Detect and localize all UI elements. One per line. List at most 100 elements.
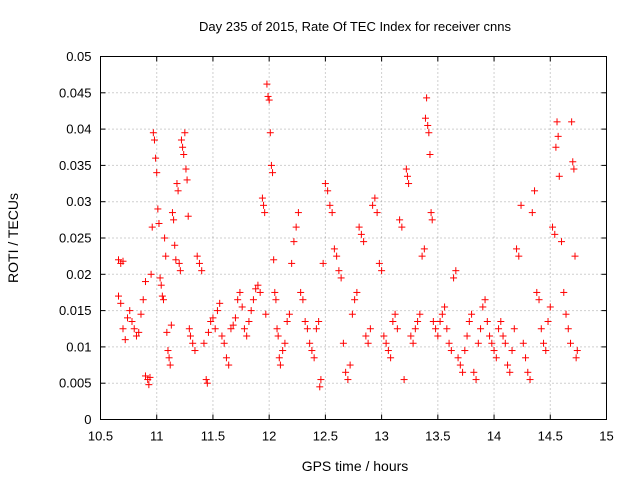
data-point — [421, 114, 429, 122]
data-point — [166, 361, 174, 369]
data-point — [371, 194, 379, 202]
data-point — [434, 332, 442, 340]
data-point — [161, 234, 169, 242]
data-point — [474, 339, 482, 347]
data-point — [128, 317, 136, 325]
data-point — [535, 296, 543, 304]
data-points — [114, 80, 581, 391]
data-point — [346, 361, 354, 369]
data-point — [396, 216, 404, 224]
x-tick-label: 13.5 — [425, 429, 450, 444]
y-tick-label: 0.04 — [66, 122, 91, 137]
x-tick-label: 11.5 — [201, 429, 225, 444]
data-point — [283, 317, 291, 325]
data-point — [185, 325, 193, 333]
data-point — [355, 223, 363, 231]
data-point — [211, 325, 219, 333]
data-point — [324, 187, 332, 195]
data-point — [562, 310, 570, 318]
data-point — [461, 347, 469, 355]
data-point — [321, 180, 329, 188]
data-point — [146, 373, 154, 381]
y-tick-label: 0.01 — [66, 339, 91, 354]
data-point — [189, 339, 197, 347]
data-point — [552, 143, 560, 151]
data-point — [553, 118, 561, 126]
data-point — [288, 259, 296, 267]
data-point — [540, 339, 548, 347]
data-point — [265, 96, 273, 104]
data-point — [227, 325, 235, 333]
data-point — [531, 187, 539, 195]
data-point — [375, 259, 383, 267]
y-tick-label: 0.02 — [66, 267, 91, 282]
data-point — [357, 230, 365, 238]
data-point — [297, 288, 305, 296]
data-point — [254, 281, 262, 289]
data-point — [294, 209, 302, 217]
data-point — [342, 368, 350, 376]
data-point — [483, 317, 491, 325]
data-point — [344, 376, 352, 384]
data-point — [533, 288, 541, 296]
data-point — [454, 354, 462, 362]
data-point — [380, 332, 388, 340]
data-point — [384, 347, 392, 355]
data-point — [445, 339, 453, 347]
data-point — [389, 317, 397, 325]
data-point — [488, 339, 496, 347]
data-point — [387, 354, 395, 362]
data-point — [258, 194, 266, 202]
data-point — [236, 288, 244, 296]
data-point — [308, 347, 316, 355]
data-point — [114, 256, 122, 264]
data-point — [567, 339, 575, 347]
data-point — [416, 310, 424, 318]
data-point — [243, 332, 251, 340]
data-point — [522, 354, 530, 362]
data-point — [123, 314, 131, 322]
data-point — [526, 376, 534, 384]
data-point — [171, 241, 179, 249]
data-point — [130, 325, 138, 333]
data-point — [176, 267, 184, 275]
data-point — [447, 347, 455, 355]
data-point — [281, 339, 289, 347]
data-point — [162, 252, 170, 260]
x-tick-label: 12.5 — [313, 429, 338, 444]
x-tick-label: 13 — [374, 429, 388, 444]
data-point — [572, 354, 580, 362]
data-point — [266, 129, 274, 137]
data-point — [174, 187, 182, 195]
data-point — [306, 339, 314, 347]
y-tick-label: 0.025 — [59, 231, 92, 246]
data-point — [292, 223, 300, 231]
data-point — [319, 259, 327, 267]
data-point — [337, 274, 345, 282]
data-point — [393, 325, 401, 333]
chart-title: Day 235 of 2015, Rate Of TEC Index for r… — [199, 19, 511, 34]
data-point — [181, 129, 189, 137]
data-point — [328, 209, 336, 217]
data-point — [544, 317, 552, 325]
data-point — [159, 296, 167, 304]
data-point — [150, 136, 158, 144]
data-point — [391, 310, 399, 318]
data-point — [428, 216, 436, 224]
data-point — [501, 339, 509, 347]
data-point — [436, 317, 444, 325]
data-point — [207, 317, 215, 325]
data-point — [153, 169, 161, 177]
data-point — [519, 339, 527, 347]
data-point — [183, 176, 191, 184]
data-point — [213, 307, 221, 315]
data-point — [168, 209, 176, 217]
data-point — [264, 92, 272, 100]
grid-lines — [100, 56, 607, 420]
data-point — [312, 325, 320, 333]
data-point — [126, 307, 134, 315]
data-point — [135, 328, 143, 336]
data-point — [165, 354, 173, 362]
data-point — [450, 274, 458, 282]
